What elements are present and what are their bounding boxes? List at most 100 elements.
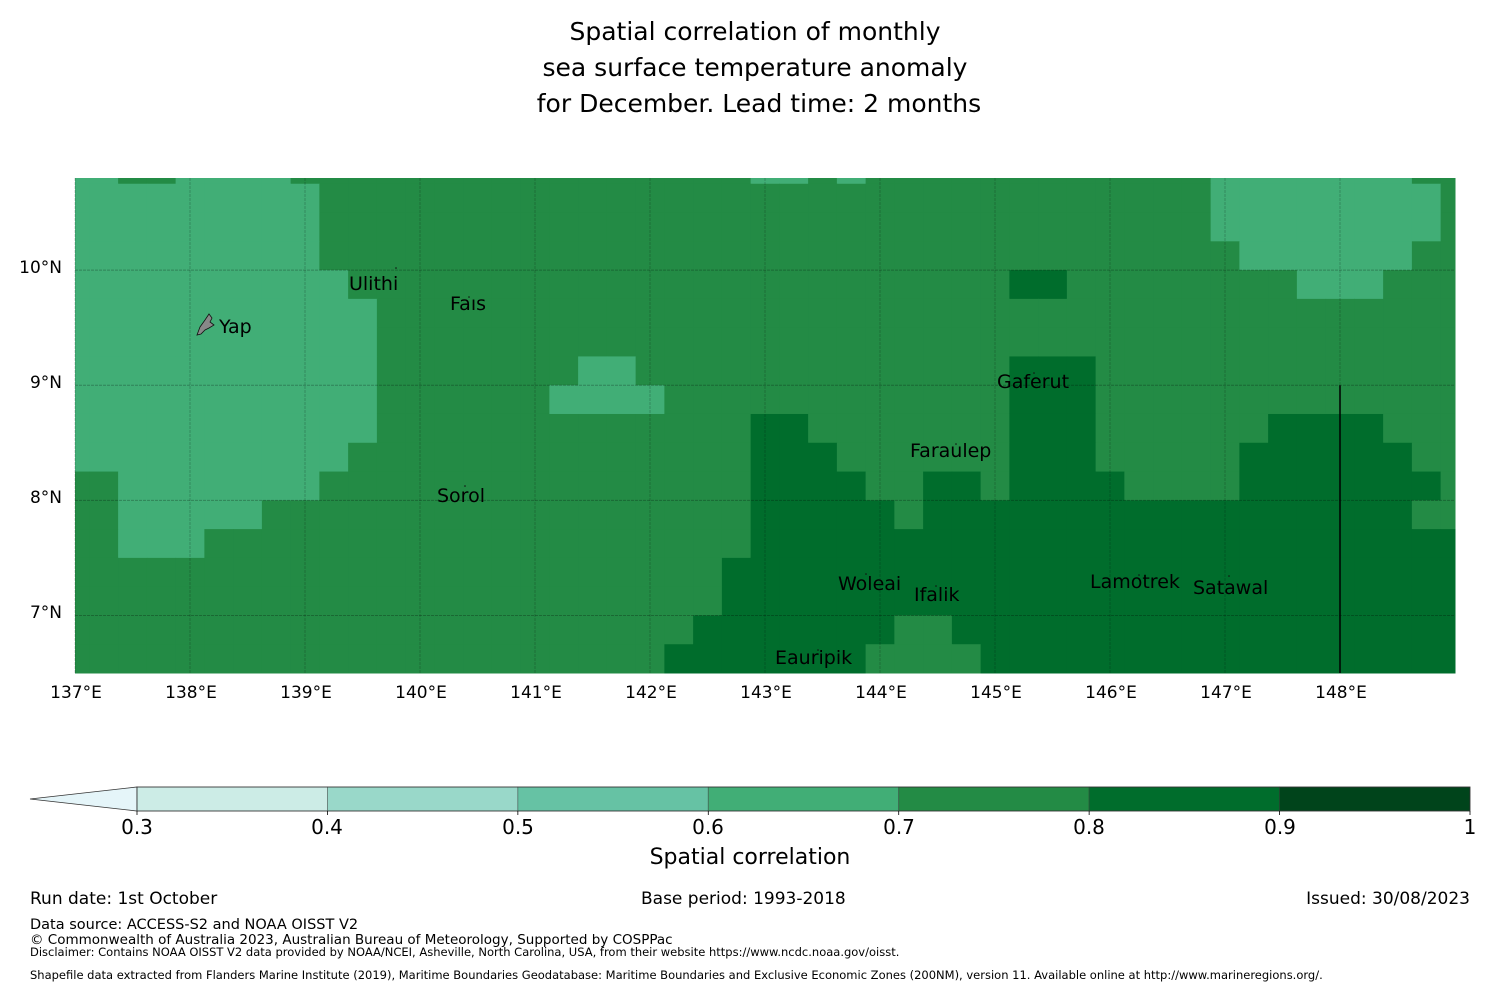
base-period: Base period: 1993-2018	[641, 889, 846, 909]
heatmap-cell	[1153, 557, 1183, 588]
heatmap-cell	[348, 586, 378, 616]
heatmap-cell	[1268, 327, 1298, 357]
colorbar-bin	[136, 786, 328, 812]
heatmap-cell	[578, 385, 608, 415]
heatmap-cell	[664, 413, 694, 444]
heatmap-cell	[750, 356, 780, 386]
heatmap-cell	[1268, 529, 1298, 559]
heatmap-cell	[1268, 270, 1298, 300]
heatmap-cell	[1354, 500, 1384, 530]
heatmap-cell	[721, 500, 752, 530]
heatmap-cell	[923, 270, 953, 300]
heatmap-cell	[233, 270, 263, 300]
heatmap-cell	[175, 413, 205, 444]
heatmap-cell	[175, 500, 205, 530]
heatmap-cell	[146, 385, 177, 415]
title-line-3: for December. Lead time: 2 months	[528, 89, 982, 118]
x-tick-143e: 143°E	[740, 683, 792, 703]
heatmap-cell	[204, 644, 234, 674]
heatmap-cell	[578, 644, 608, 674]
heatmap-cell	[520, 413, 550, 444]
heatmap-cell	[1124, 270, 1154, 300]
heatmap-cell	[1411, 241, 1442, 271]
heatmap-cell	[463, 178, 493, 185]
heatmap-cell	[1325, 270, 1355, 300]
heatmap-cell	[1296, 212, 1327, 242]
heatmap-cell	[693, 356, 723, 386]
heatmap-cell	[1181, 529, 1212, 559]
heatmap-cell	[348, 500, 378, 530]
heatmap-cell	[1383, 385, 1413, 415]
heatmap-cell	[89, 212, 119, 242]
heatmap-cell	[175, 471, 205, 501]
heatmap-cell	[1038, 615, 1068, 645]
heatmap-cell	[520, 442, 550, 473]
atoll-marker	[955, 443, 957, 445]
heatmap-cell	[664, 586, 694, 616]
heatmap-cell	[693, 557, 723, 588]
heatmap-cell	[951, 178, 982, 185]
heatmap-cell	[89, 471, 119, 501]
heatmap-cell	[1066, 644, 1097, 674]
place-label-gaferut: Gaferut	[997, 371, 1070, 393]
heatmap-cell	[434, 298, 464, 329]
heatmap-cell	[1153, 442, 1183, 473]
heatmap-cell	[1440, 557, 1456, 588]
heatmap-cell	[1153, 270, 1183, 300]
heatmap-cell	[606, 356, 637, 386]
heatmap-cell	[664, 327, 694, 357]
heatmap-cell	[1411, 500, 1442, 530]
heatmap-cell	[348, 183, 378, 214]
heatmap-cell	[1239, 615, 1269, 645]
heatmap-cell	[348, 178, 378, 185]
heatmap-cell	[779, 385, 809, 415]
heatmap-cell	[405, 385, 435, 415]
heatmap-cell	[549, 586, 579, 616]
colorbar-tick-0.3: 0.3	[121, 815, 153, 839]
heatmap-cell	[980, 413, 1010, 444]
heatmap-cell	[434, 442, 464, 473]
heatmap-cell	[1411, 586, 1442, 616]
heatmap-cell	[836, 183, 867, 214]
heatmap-cell	[578, 270, 608, 300]
heatmap-cell	[1440, 270, 1456, 300]
heatmap-cell	[290, 529, 320, 559]
heatmap-cell	[1383, 644, 1413, 674]
heatmap-cell	[1066, 471, 1097, 501]
heatmap-cell	[693, 385, 723, 415]
heatmap-cell	[1268, 586, 1298, 616]
heatmap-cell	[635, 529, 665, 559]
colorbar-tick-0.7: 0.7	[883, 815, 915, 839]
heatmap-cell	[1440, 183, 1456, 214]
heatmap-cell	[463, 586, 493, 616]
heatmap-cell	[261, 241, 292, 271]
y-tick-9n: 9°N	[29, 373, 62, 393]
heatmap-cell	[923, 241, 953, 271]
heatmap-cell	[894, 644, 924, 674]
heatmap-cell	[1066, 270, 1097, 300]
heatmap-cell	[376, 442, 407, 473]
heatmap-cell	[808, 298, 838, 329]
heatmap-cell	[1124, 327, 1154, 357]
heatmap-cell	[434, 644, 464, 674]
heatmap-cell	[146, 644, 177, 674]
heatmap-cell	[175, 270, 205, 300]
heatmap-cell	[319, 298, 349, 329]
heatmap-cell	[1440, 241, 1456, 271]
heatmap-cell	[261, 500, 292, 530]
heatmap-cell	[606, 471, 637, 501]
heatmap-cell	[434, 241, 464, 271]
heatmap-cell	[204, 413, 234, 444]
heatmap-cell	[319, 557, 349, 588]
heatmap-cell	[1268, 298, 1298, 329]
heatmap-cell	[348, 471, 378, 501]
heatmap-cell	[779, 178, 809, 185]
heatmap-cell	[1411, 298, 1442, 329]
heatmap-cell	[923, 529, 953, 559]
heatmap-cell	[1383, 270, 1413, 300]
heatmap-cell	[1124, 586, 1154, 616]
heatmap-cell	[1354, 529, 1384, 559]
graticule	[74, 178, 1455, 673]
heatmap-cell	[549, 178, 579, 185]
heatmap-cell	[808, 178, 838, 185]
